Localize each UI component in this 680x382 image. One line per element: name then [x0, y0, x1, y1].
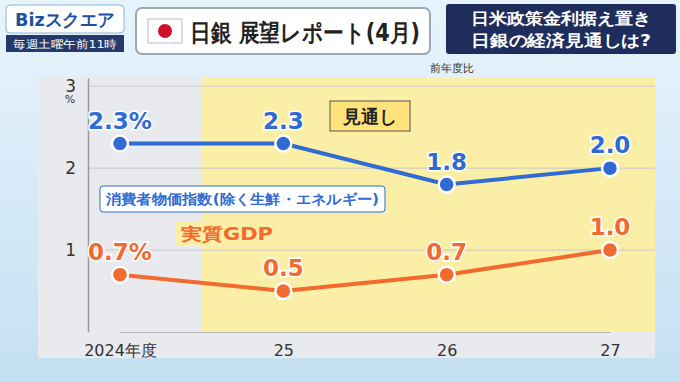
title: 日銀 展望レポート(4月) — [190, 19, 420, 47]
annotation: 見通し — [342, 106, 397, 127]
series-line — [120, 250, 610, 291]
data-label: 1.0 — [590, 214, 631, 240]
flag — [148, 19, 182, 43]
headline-box — [446, 4, 676, 54]
grid-line — [88, 168, 655, 169]
data-label: 0.7 — [426, 239, 467, 265]
logo: Bizスクエア — [15, 9, 115, 30]
background — [0, 0, 680, 382]
series-marker — [602, 242, 618, 258]
series-marker — [439, 267, 455, 283]
x-tick: 26 — [437, 341, 457, 360]
y-tick: 2 — [65, 158, 88, 178]
data-labels: 2.3% 2.3 1.8 2.0 0.7% 0.5 0.7 1.0 — [88, 108, 630, 281]
series-line — [120, 144, 610, 185]
grid-line — [88, 250, 655, 251]
series-marker — [112, 136, 128, 152]
legend-box — [175, 221, 279, 246]
chart-canvas: Bizスクエア毎週土曜午前11時 日銀 展望レポート(4月) 日米政策金利据え置き日… — [0, 0, 680, 382]
legend-label: 消費者物価指数(除く生鮮・エネルギー) — [105, 191, 379, 207]
panel — [38, 78, 655, 358]
grid — [88, 86, 655, 250]
series-marker — [602, 160, 618, 176]
logo-box — [6, 5, 124, 33]
plot-area — [112, 136, 618, 299]
series-marker — [275, 136, 291, 152]
legend-box — [100, 186, 385, 212]
series-marker — [439, 177, 455, 193]
data-label: 2.0 — [590, 132, 631, 158]
data-label: 0.7% — [88, 239, 152, 265]
headline: 日銀の経済見通しは? — [471, 31, 651, 50]
x-tick: 27 — [600, 341, 620, 360]
schedule: 毎週土曜午前11時 — [13, 38, 117, 51]
data-label: 2.3% — [88, 108, 152, 134]
data-label: 2.3 — [263, 108, 304, 134]
headline: 日米政策金利据え置き — [471, 9, 651, 28]
y-tick: 1 — [65, 240, 88, 260]
legend-label: 実質GDP — [180, 224, 273, 244]
x-tick-label: 2024年度 — [84, 341, 157, 360]
series-marker — [275, 283, 291, 299]
data-label: 0.5 — [263, 255, 304, 281]
annotation-box — [330, 101, 410, 131]
y-axis: 123 — [65, 76, 88, 332]
schedule-band — [6, 35, 124, 52]
x-tick-label: 27 — [600, 341, 620, 360]
x-tick-label: 26 — [437, 341, 457, 360]
x-axis-line — [121, 332, 611, 333]
flag-sun — [158, 24, 172, 38]
subtitle: 前年度比 — [430, 62, 474, 75]
y-tick-label: 2 — [65, 158, 76, 178]
y-tick-label: 1 — [65, 240, 76, 260]
y-label: % — [65, 93, 75, 106]
series-marker — [112, 267, 128, 283]
data-label: 1.8 — [426, 149, 467, 175]
x-tick-label: 25 — [274, 341, 294, 360]
x-tick: 2024年度 — [84, 341, 157, 360]
title-box — [136, 8, 430, 54]
grid-line — [88, 86, 655, 87]
x-axis: 2024年度 25 26 27 — [84, 333, 621, 361]
x-tick: 25 — [274, 341, 294, 360]
